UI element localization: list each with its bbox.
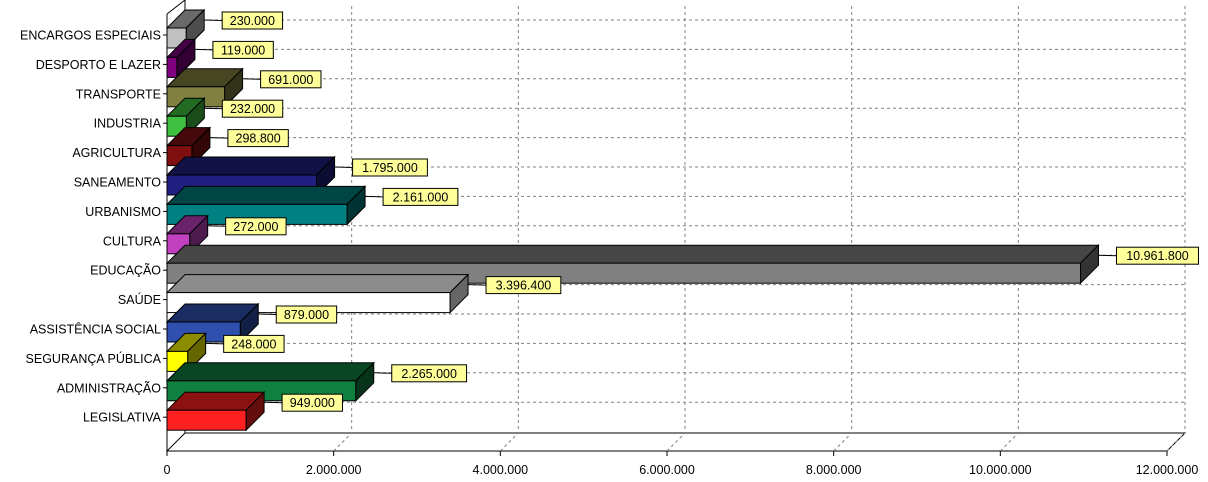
value-label-leader <box>365 195 384 198</box>
value-label-leader <box>468 284 487 286</box>
bar-front-face <box>166 409 247 431</box>
bars <box>165 8 1100 432</box>
bar-top-face <box>165 362 375 382</box>
floor-gridline <box>1166 432 1186 452</box>
value-label-box <box>281 393 343 412</box>
category-label: TRANSPORTE <box>76 87 161 101</box>
value-label-leader <box>264 401 283 404</box>
value-label: 2.265.000 <box>401 367 457 381</box>
bar-11 <box>165 332 207 373</box>
category-label: ADMINISTRAÇÃO <box>57 381 161 395</box>
floor-gridline <box>666 432 686 452</box>
value-label: 3.396.400 <box>496 279 552 293</box>
value-label: 1.795.000 <box>362 161 418 175</box>
bar-front-face <box>166 56 178 78</box>
value-label-box <box>275 305 338 324</box>
bar-top-face <box>165 244 1100 264</box>
value-label-box <box>391 364 468 383</box>
category-label: SEGURANÇA PÚBLICA <box>26 351 162 366</box>
value-label-leader <box>373 372 392 374</box>
value-label-box <box>225 217 287 236</box>
value-label-box <box>227 129 289 148</box>
value-label-leader <box>209 137 228 139</box>
category-label: AGRICULTURA <box>72 146 161 160</box>
floor-gridline <box>833 432 853 452</box>
bar-10 <box>165 302 260 344</box>
value-label: 2.161.000 <box>393 190 449 204</box>
x-tick-label: 0 <box>164 463 171 477</box>
x-tick-label: 4.000.000 <box>473 463 529 477</box>
value-label-leader <box>194 48 213 51</box>
value-label-leader <box>207 225 226 227</box>
floor-gridline <box>999 432 1019 452</box>
value-label-box <box>221 11 284 30</box>
bar-13 <box>165 390 266 432</box>
bar-top-face <box>165 156 336 176</box>
value-label-box <box>223 334 285 353</box>
value-labels: 230.000 119.000 691.000 232.000 298.800 1.795… <box>194 11 1199 412</box>
category-label: SANEAMENTO <box>74 176 162 190</box>
category-label: ASSISTÊNCIA SOCIAL <box>30 322 161 337</box>
value-label-leader <box>205 342 224 345</box>
value-label: 248.000 <box>231 337 276 351</box>
bar-1 <box>165 38 197 79</box>
category-label: DESPORTO E LAZER <box>36 58 161 72</box>
category-label: EDUCAÇÃO <box>90 264 161 278</box>
x-tick-label: 12.000.000 <box>1136 463 1199 477</box>
value-label-box <box>1115 246 1199 265</box>
value-label: 691.000 <box>268 73 313 87</box>
x-tick-label: 8.000.000 <box>806 463 862 477</box>
value-label-box <box>485 276 562 295</box>
y-axis-labels: ENCARGOS ESPECIAIS DESPORTO E LAZER TRANSP… <box>20 29 167 425</box>
value-label-leader <box>334 166 353 168</box>
bar-top-face <box>165 274 470 294</box>
x-axis-ticks: 0 2.000.000 4.000.000 6.000.000 8.000.000 10.… <box>164 451 1199 477</box>
value-label: 272.000 <box>233 220 278 234</box>
value-label: 230.000 <box>230 14 275 28</box>
bar-6 <box>165 185 367 226</box>
value-label-leader <box>242 78 261 80</box>
value-label-leader <box>204 19 223 21</box>
floor-gridline <box>499 432 519 452</box>
value-label-leader <box>204 107 223 110</box>
value-label: 232.000 <box>230 102 275 116</box>
category-label: CULTURA <box>103 234 162 248</box>
category-label: INDUSTRIA <box>94 117 162 131</box>
top-depth-line <box>166 0 186 15</box>
bar-top-face <box>165 185 367 205</box>
value-label-box <box>352 158 428 177</box>
x-tick-label: 6.000.000 <box>639 463 695 477</box>
value-label: 949.000 <box>290 396 335 410</box>
value-label-box <box>260 70 322 89</box>
value-label: 879.000 <box>284 308 329 322</box>
value-label-box <box>212 40 274 59</box>
value-label-box <box>221 99 284 118</box>
category-label: LEGISLATIVA <box>83 411 162 425</box>
x-tick-label: 10.000.000 <box>969 463 1032 477</box>
category-label: URBANISMO <box>85 205 161 219</box>
category-label: SAÚDE <box>118 292 161 307</box>
floor-gridline <box>333 432 353 452</box>
value-label: 119.000 <box>221 43 265 57</box>
value-label-leader <box>1098 254 1117 257</box>
x-tick-label: 2.000.000 <box>306 463 362 477</box>
value-label-leader <box>258 313 277 315</box>
value-label: 298.800 <box>236 132 281 146</box>
category-label: ENCARGOS ESPECIAIS <box>20 29 161 43</box>
value-label-box <box>382 187 459 206</box>
value-label: 10.961.800 <box>1126 249 1189 263</box>
